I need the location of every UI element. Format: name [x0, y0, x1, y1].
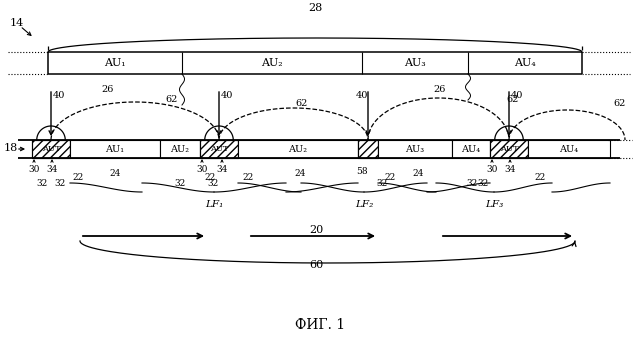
- Text: AUT: AUT: [500, 145, 518, 153]
- Text: 40: 40: [511, 90, 523, 100]
- Text: 24: 24: [412, 168, 424, 178]
- Bar: [32, 140, 70, 158]
- Text: 22: 22: [204, 174, 216, 182]
- Text: 32: 32: [376, 179, 388, 189]
- Text: 34: 34: [504, 165, 516, 175]
- Text: AU₂: AU₂: [261, 58, 283, 68]
- Text: 32: 32: [477, 179, 488, 189]
- Bar: [490, 140, 528, 158]
- Bar: [358, 140, 378, 158]
- Text: 30: 30: [196, 165, 208, 175]
- Text: 34: 34: [216, 165, 228, 175]
- Bar: [200, 140, 238, 158]
- Text: AU₂: AU₂: [289, 145, 307, 153]
- Text: 40: 40: [356, 90, 368, 100]
- Text: 22: 22: [534, 174, 546, 182]
- Text: AUT: AUT: [42, 145, 60, 153]
- Text: 40: 40: [53, 90, 65, 100]
- Text: 24: 24: [109, 168, 121, 178]
- Text: 30: 30: [28, 165, 40, 175]
- Bar: [200, 140, 238, 158]
- Text: 22: 22: [72, 174, 84, 182]
- Text: 40: 40: [221, 90, 233, 100]
- Text: ФИГ. 1: ФИГ. 1: [295, 318, 345, 332]
- Text: LF₁: LF₁: [205, 200, 223, 209]
- Text: 26: 26: [434, 85, 446, 93]
- Text: 32: 32: [54, 179, 66, 189]
- Text: 60: 60: [309, 260, 323, 270]
- Text: AU₄: AU₄: [514, 58, 536, 68]
- Text: 18: 18: [4, 143, 18, 153]
- Text: 14: 14: [10, 18, 24, 28]
- Text: 22: 22: [243, 174, 253, 182]
- Text: LF₂: LF₂: [355, 200, 373, 209]
- Text: AU₄: AU₄: [559, 145, 579, 153]
- Text: 32: 32: [36, 179, 47, 189]
- Bar: [32, 140, 70, 158]
- Bar: [452, 140, 490, 158]
- Bar: [200, 140, 238, 158]
- Text: AU₂: AU₂: [170, 145, 189, 153]
- Text: 32: 32: [207, 179, 219, 189]
- Bar: [358, 140, 378, 158]
- Bar: [378, 140, 452, 158]
- Text: 62: 62: [614, 99, 626, 107]
- Bar: [490, 140, 528, 158]
- Text: AU₄: AU₄: [461, 145, 481, 153]
- Bar: [490, 140, 528, 158]
- Text: AU₁: AU₁: [104, 58, 126, 68]
- Bar: [32, 140, 70, 158]
- Bar: [358, 140, 378, 158]
- Text: 34: 34: [46, 165, 58, 175]
- Bar: [160, 140, 200, 158]
- Text: 62: 62: [166, 94, 178, 104]
- Text: 30: 30: [486, 165, 498, 175]
- Text: 32: 32: [467, 179, 477, 189]
- Bar: [528, 140, 610, 158]
- Text: 20: 20: [309, 225, 323, 235]
- Text: LF₃: LF₃: [485, 200, 503, 209]
- Text: AUT: AUT: [210, 145, 228, 153]
- Bar: [70, 140, 160, 158]
- Bar: [238, 140, 358, 158]
- Text: AU₃: AU₃: [405, 145, 424, 153]
- Text: AU₁: AU₁: [106, 145, 125, 153]
- Text: 22: 22: [385, 174, 396, 182]
- Text: 62: 62: [296, 99, 308, 107]
- Text: 32: 32: [174, 179, 186, 189]
- Text: 24: 24: [294, 168, 306, 178]
- Text: 26: 26: [102, 85, 114, 93]
- Text: 62: 62: [507, 94, 519, 104]
- Text: 28: 28: [308, 3, 322, 13]
- Text: 58: 58: [356, 166, 368, 176]
- Text: AU₃: AU₃: [404, 58, 426, 68]
